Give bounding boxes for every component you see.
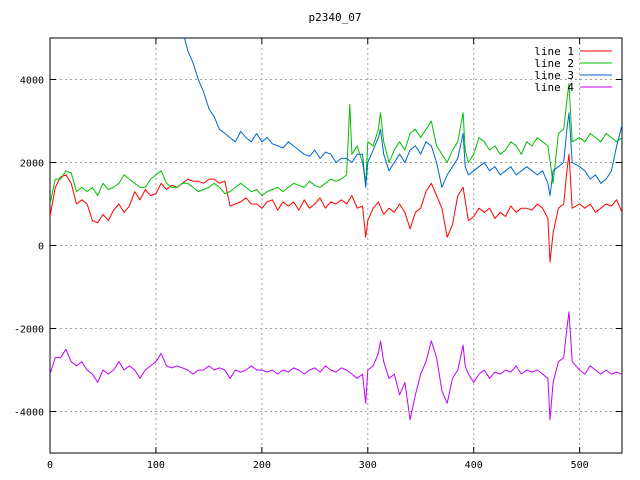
legend-label: line 3 xyxy=(534,69,574,82)
y-tick-label: -2000 xyxy=(14,325,44,336)
y-tick-label: -4000 xyxy=(14,408,44,419)
series-line-1 xyxy=(50,153,622,263)
x-tick-label: 500 xyxy=(571,460,589,471)
series-layer xyxy=(50,38,622,421)
chart-title: p2340_07 xyxy=(309,11,362,24)
legend-label: line 4 xyxy=(534,81,574,94)
series-line-3 xyxy=(184,38,622,197)
legend-label: line 2 xyxy=(534,57,574,70)
x-tick-label: 0 xyxy=(47,460,53,471)
axes: 0 100 200 300 400 500 -4000 -2000 0 2000 4000 xyxy=(14,37,623,471)
grid-lines xyxy=(50,38,622,453)
x-tick-label: 200 xyxy=(253,460,271,471)
legend-label: line 1 xyxy=(534,45,574,58)
x-tick-label: 300 xyxy=(359,460,377,471)
x-tick-label: 400 xyxy=(465,460,483,471)
y-tick-label: 2000 xyxy=(20,159,44,170)
y-tick-label: 4000 xyxy=(20,76,44,87)
x-tick-label: 100 xyxy=(147,460,165,471)
series-line-4 xyxy=(50,311,622,421)
y-tick-label: 0 xyxy=(38,242,44,253)
series-line-2 xyxy=(50,83,622,205)
